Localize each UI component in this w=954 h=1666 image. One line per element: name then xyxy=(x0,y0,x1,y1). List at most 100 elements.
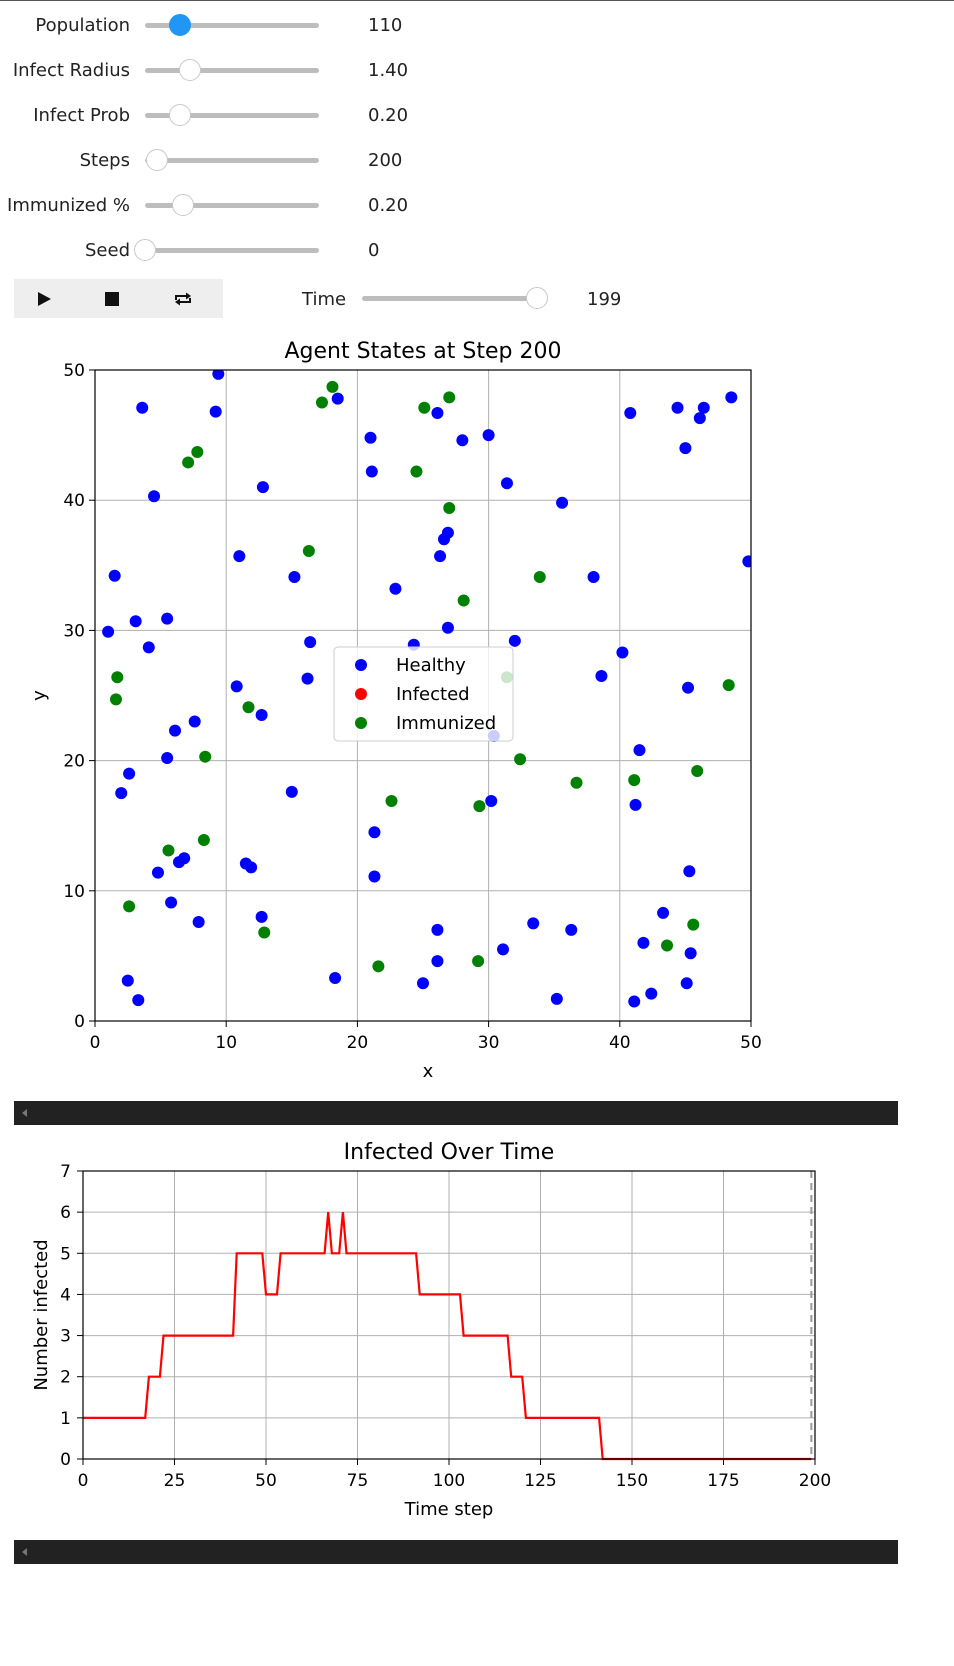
point-healthy xyxy=(148,490,161,503)
slider-label-seed: Seed xyxy=(85,240,130,261)
point-healthy xyxy=(142,641,155,654)
play-icon xyxy=(38,291,51,306)
x-tick-label: 175 xyxy=(707,1471,739,1491)
slider-handle-seed[interactable] xyxy=(134,239,156,261)
point-healthy xyxy=(288,571,301,584)
slider-row-steps: Steps 200 xyxy=(0,138,460,182)
scroll-left-icon[interactable] xyxy=(22,1109,27,1117)
point-healthy xyxy=(129,615,142,628)
output-scrollbar-2[interactable] xyxy=(14,1540,898,1564)
point-immunized xyxy=(258,926,271,939)
slider-row-infect-radius: Infect Radius 1.40 xyxy=(0,48,460,92)
point-healthy xyxy=(587,571,600,584)
point-immunized xyxy=(315,396,328,409)
point-healthy xyxy=(115,787,128,800)
x-tick-label: 0 xyxy=(78,1471,89,1491)
time-slider-track[interactable] xyxy=(362,296,548,301)
play-button[interactable] xyxy=(14,279,74,318)
point-healthy xyxy=(136,401,149,414)
point-healthy xyxy=(595,669,608,682)
point-healthy xyxy=(169,724,182,737)
slider-track-steps[interactable] xyxy=(145,158,319,163)
point-immunized xyxy=(457,594,470,607)
point-immunized xyxy=(473,800,486,813)
point-healthy xyxy=(485,794,498,807)
slider-handle-infect-radius[interactable] xyxy=(179,59,202,81)
point-healthy xyxy=(151,866,164,879)
chart-title: Infected Over Time xyxy=(344,1140,555,1165)
point-healthy xyxy=(629,798,642,811)
x-tick-label: 100 xyxy=(433,1471,465,1491)
point-healthy xyxy=(255,910,268,923)
point-healthy xyxy=(255,709,268,722)
slider-readout-seed: 0 xyxy=(368,240,380,261)
x-axis-label: x xyxy=(423,1061,434,1082)
scroll-left-icon[interactable] xyxy=(22,1548,27,1556)
point-healthy xyxy=(633,744,646,757)
slider-handle-immunized[interactable] xyxy=(172,194,195,216)
point-healthy xyxy=(364,431,377,444)
x-axis-label: Time step xyxy=(404,1499,494,1520)
point-healthy xyxy=(431,955,444,968)
repeat-button[interactable] xyxy=(153,279,213,318)
point-healthy xyxy=(108,569,121,582)
point-healthy xyxy=(680,977,693,990)
time-slider-handle[interactable] xyxy=(526,287,548,309)
slider-readout-immunized: 0.20 xyxy=(368,195,409,216)
slider-row-seed: Seed 0 xyxy=(0,228,460,272)
point-healthy xyxy=(245,861,258,874)
point-healthy xyxy=(565,923,578,936)
point-healthy xyxy=(508,634,521,647)
point-healthy xyxy=(456,434,469,447)
point-healthy xyxy=(497,943,510,956)
slider-readout-infect-radius: 1.40 xyxy=(368,60,409,81)
point-healthy xyxy=(684,947,697,960)
point-immunized xyxy=(691,765,704,778)
stop-button[interactable] xyxy=(82,279,142,318)
legend-marker-healthy xyxy=(355,659,367,671)
infected-line xyxy=(83,1212,812,1461)
y-tick-label: 0 xyxy=(60,1450,71,1470)
point-immunized xyxy=(687,918,700,931)
point-healthy xyxy=(301,672,314,685)
point-healthy xyxy=(230,680,243,693)
slider-track-infect-prob[interactable] xyxy=(145,113,319,118)
slider-track-seed[interactable] xyxy=(145,248,319,253)
point-healthy xyxy=(165,896,178,909)
x-tick-label: 150 xyxy=(616,1471,648,1491)
slider-track-infect-radius[interactable] xyxy=(145,68,319,73)
point-immunized xyxy=(443,391,456,404)
x-tick-label: 30 xyxy=(478,1033,500,1053)
slider-handle-infect-prob[interactable] xyxy=(168,104,191,126)
point-immunized xyxy=(385,794,398,807)
point-healthy xyxy=(556,496,569,509)
slider-handle-population[interactable] xyxy=(168,14,191,36)
point-healthy xyxy=(441,621,454,634)
point-immunized xyxy=(443,502,456,515)
slider-label-steps: Steps xyxy=(79,150,130,171)
point-healthy xyxy=(161,612,174,625)
slider-readout-infect-prob: 0.20 xyxy=(368,105,409,126)
point-healthy xyxy=(671,401,684,414)
legend-label-immunized: Immunized xyxy=(396,713,496,734)
y-axis-label: y xyxy=(29,690,50,701)
slider-track-population[interactable] xyxy=(145,23,319,28)
slider-track-immunized[interactable] xyxy=(145,203,319,208)
y-tick-label: 2 xyxy=(60,1368,71,1388)
plot-frame xyxy=(94,369,752,1022)
point-healthy xyxy=(550,992,563,1005)
point-immunized xyxy=(199,750,212,763)
point-healthy xyxy=(431,923,444,936)
slider-label-population: Population xyxy=(35,15,130,36)
point-immunized xyxy=(418,401,431,414)
x-tick-label: 200 xyxy=(799,1471,831,1491)
point-healthy xyxy=(121,974,134,987)
point-healthy xyxy=(683,865,696,878)
slider-handle-steps[interactable] xyxy=(146,149,169,171)
legend-label-healthy: Healthy xyxy=(396,655,466,676)
slider-label-infect-prob: Infect Prob xyxy=(33,105,130,126)
x-tick-label: 10 xyxy=(215,1033,237,1053)
point-immunized xyxy=(182,456,195,469)
x-tick-label: 125 xyxy=(524,1471,556,1491)
output-scrollbar-1[interactable] xyxy=(14,1101,898,1125)
